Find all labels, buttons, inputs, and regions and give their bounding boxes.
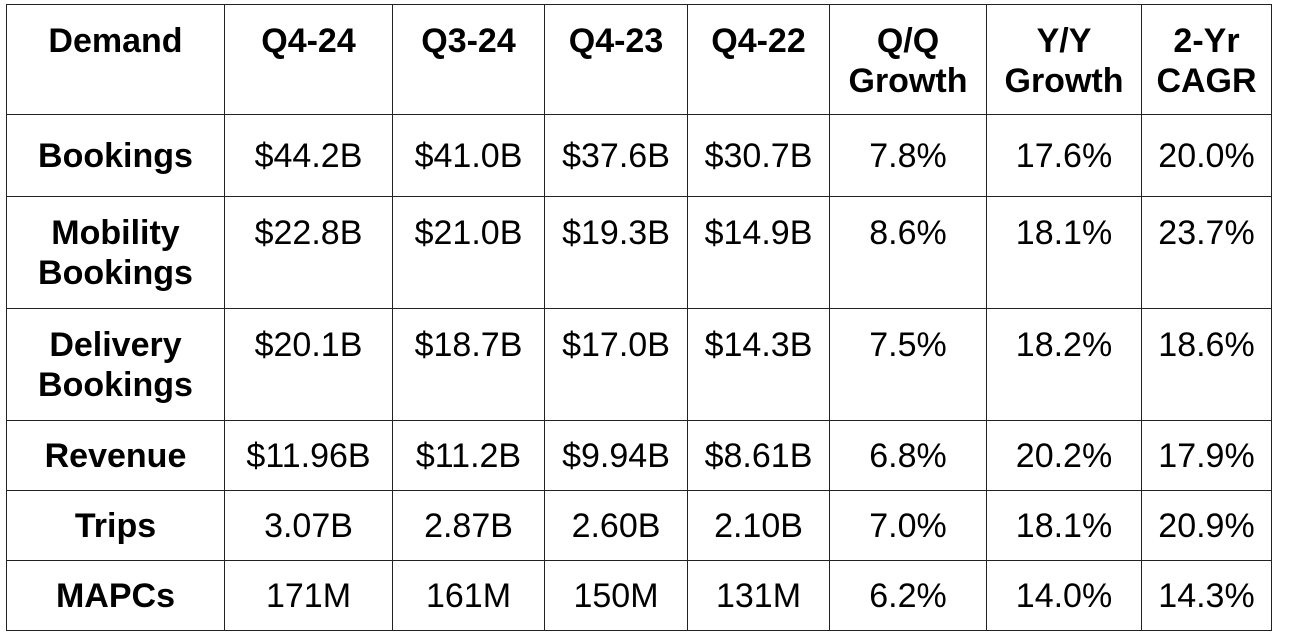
table-cell: 2.87B <box>392 490 545 561</box>
table-cell: $11.96B <box>224 420 393 491</box>
column-header: Demand <box>6 4 225 115</box>
table-cell: 2.10B <box>687 490 830 561</box>
table-row: Bookings $44.2B $41.0B $37.6B $30.7B 7.8… <box>6 114 1272 197</box>
table-cell: 6.8% <box>829 420 987 491</box>
table-cell: 23.7% <box>1141 196 1272 309</box>
table-row: Trips 3.07B 2.87B 2.60B 2.10B 7.0% 18.1%… <box>6 490 1272 561</box>
table-cell: 3.07B <box>224 490 393 561</box>
table-cell: 18.6% <box>1141 308 1272 421</box>
table-cell: 161M <box>392 560 545 631</box>
row-label: MAPCs <box>6 560 225 631</box>
table-cell: $8.61B <box>687 420 830 491</box>
table-cell: 7.8% <box>829 114 987 197</box>
row-label: Revenue <box>6 420 225 491</box>
table-cell: $30.7B <box>687 114 830 197</box>
table-cell: $14.9B <box>687 196 830 309</box>
table-cell: 7.5% <box>829 308 987 421</box>
table-cell: $18.7B <box>392 308 545 421</box>
table-cell: 131M <box>687 560 830 631</box>
table-cell: 6.2% <box>829 560 987 631</box>
table-cell: $19.3B <box>544 196 688 309</box>
demand-metrics-table: Demand Q4-24 Q3-24 Q4-23 Q4-22 Q/Q Growt… <box>6 4 1272 631</box>
table-cell: 171M <box>224 560 393 631</box>
row-label: Bookings <box>6 114 225 197</box>
table-cell: $14.3B <box>687 308 830 421</box>
row-label: Mobility Bookings <box>6 196 225 309</box>
column-header: Q3-24 <box>392 4 545 115</box>
table-cell: 17.9% <box>1141 420 1272 491</box>
table-cell: 20.9% <box>1141 490 1272 561</box>
table-cell: $44.2B <box>224 114 393 197</box>
row-label: Delivery Bookings <box>6 308 225 421</box>
table-row: MAPCs 171M 161M 150M 131M 6.2% 14.0% 14.… <box>6 560 1272 631</box>
table-cell: $11.2B <box>392 420 545 491</box>
column-header: Q/Q Growth <box>829 4 987 115</box>
table-cell: 14.0% <box>986 560 1142 631</box>
table-cell: 150M <box>544 560 688 631</box>
table-row: Revenue $11.96B $11.2B $9.94B $8.61B 6.8… <box>6 420 1272 491</box>
demand-table-container: Demand Q4-24 Q3-24 Q4-23 Q4-22 Q/Q Growt… <box>6 4 1272 631</box>
table-cell: $17.0B <box>544 308 688 421</box>
column-header: Q4-22 <box>687 4 830 115</box>
table-cell: 18.1% <box>986 490 1142 561</box>
table-row: Mobility Bookings $22.8B $21.0B $19.3B $… <box>6 196 1272 309</box>
table-cell: 14.3% <box>1141 560 1272 631</box>
table-cell: 20.0% <box>1141 114 1272 197</box>
column-header: Q4-24 <box>224 4 393 115</box>
table-cell: 8.6% <box>829 196 987 309</box>
column-header: Q4-23 <box>544 4 688 115</box>
table-cell: 7.0% <box>829 490 987 561</box>
row-label: Trips <box>6 490 225 561</box>
header-row: Demand Q4-24 Q3-24 Q4-23 Q4-22 Q/Q Growt… <box>6 4 1272 115</box>
table-cell: 18.1% <box>986 196 1142 309</box>
table-cell: 18.2% <box>986 308 1142 421</box>
table-cell: $20.1B <box>224 308 393 421</box>
table-cell: $22.8B <box>224 196 393 309</box>
table-cell: 17.6% <box>986 114 1142 197</box>
table-cell: $41.0B <box>392 114 545 197</box>
table-cell: $9.94B <box>544 420 688 491</box>
table-cell: $37.6B <box>544 114 688 197</box>
column-header: Y/Y Growth <box>986 4 1142 115</box>
table-cell: $21.0B <box>392 196 545 309</box>
table-row: Delivery Bookings $20.1B $18.7B $17.0B $… <box>6 308 1272 421</box>
table-cell: 20.2% <box>986 420 1142 491</box>
column-header: 2-Yr CAGR <box>1141 4 1272 115</box>
table-cell: 2.60B <box>544 490 688 561</box>
